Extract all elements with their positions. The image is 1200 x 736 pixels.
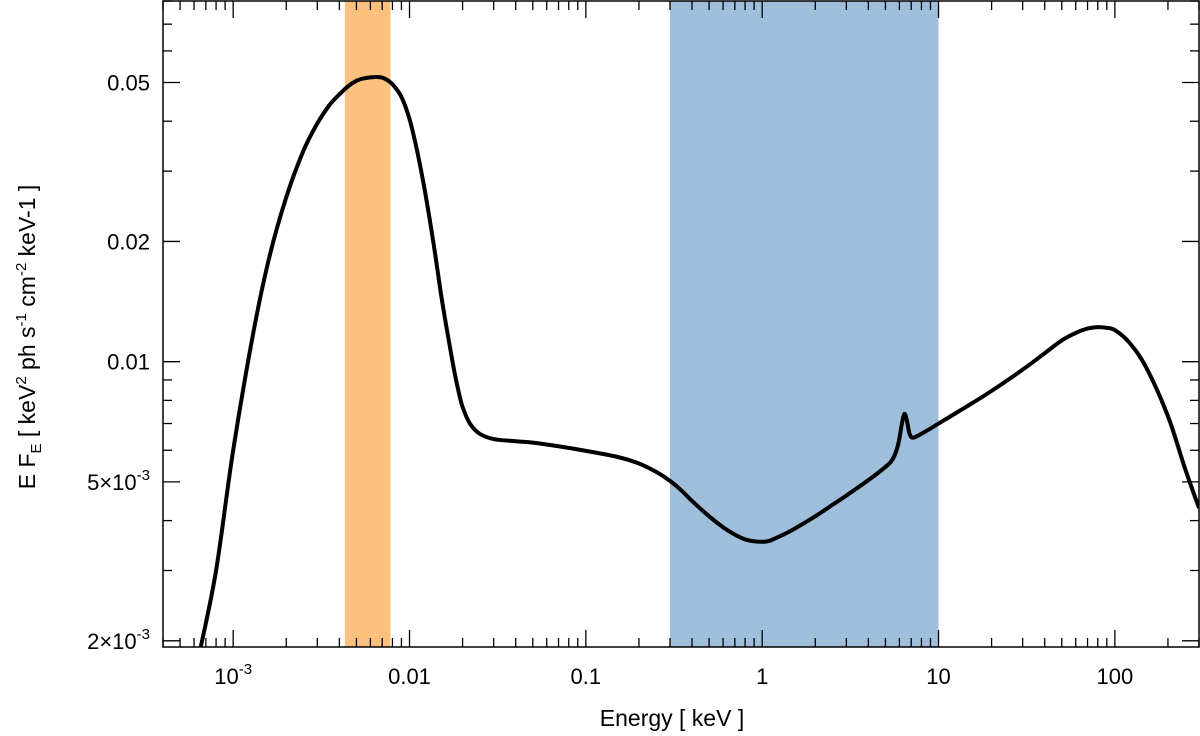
y-tick-label: 5×10-3 xyxy=(87,467,150,495)
y-tick-label: 0.02 xyxy=(107,229,150,254)
x-tick-label: 1 xyxy=(756,664,768,689)
x-tick-label: 100 xyxy=(1097,664,1134,689)
y-axis-title: E FE [ keV2 ph s-1 cm-2 keV-1 ] xyxy=(13,185,45,490)
x-tick-label: 0.01 xyxy=(388,664,431,689)
tick-labels: 10-3 0.01 0.1 1 10 100 2×10-3 5×10-3 0.01 0.02 0.0… xyxy=(87,71,1133,689)
y-tick-label: 0.01 xyxy=(107,350,150,375)
y-tick-label: 0.05 xyxy=(107,71,150,96)
y-tick-label: 2×10-3 xyxy=(87,626,150,654)
plot-frame xyxy=(162,0,1200,648)
highlight-band-0 xyxy=(344,1,391,647)
x-tick-label: 0.1 xyxy=(571,664,602,689)
x-tick-label: 10 xyxy=(926,664,950,689)
highlight-bands xyxy=(344,1,939,647)
spectrum-line-0 xyxy=(198,75,1199,647)
x-tick-label: 10-3 xyxy=(214,661,252,689)
spectrum-curve-layer xyxy=(198,75,1199,647)
axis-ticks xyxy=(162,0,1200,647)
highlight-band-1 xyxy=(669,1,939,647)
x-axis-title: Energy [ keV ] xyxy=(600,705,744,731)
